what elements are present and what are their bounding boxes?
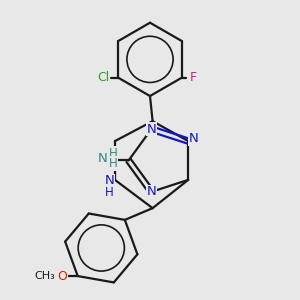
Text: H: H <box>105 186 114 199</box>
Text: H: H <box>109 157 117 170</box>
Text: N: N <box>146 123 156 136</box>
Text: N: N <box>105 174 115 188</box>
Text: N: N <box>146 185 156 198</box>
Text: N: N <box>98 152 107 165</box>
Text: F: F <box>190 71 197 84</box>
Text: Cl: Cl <box>98 71 110 84</box>
Text: N: N <box>189 133 198 146</box>
Text: H: H <box>109 147 117 160</box>
Text: O: O <box>57 270 67 283</box>
Text: CH₃: CH₃ <box>35 271 56 281</box>
